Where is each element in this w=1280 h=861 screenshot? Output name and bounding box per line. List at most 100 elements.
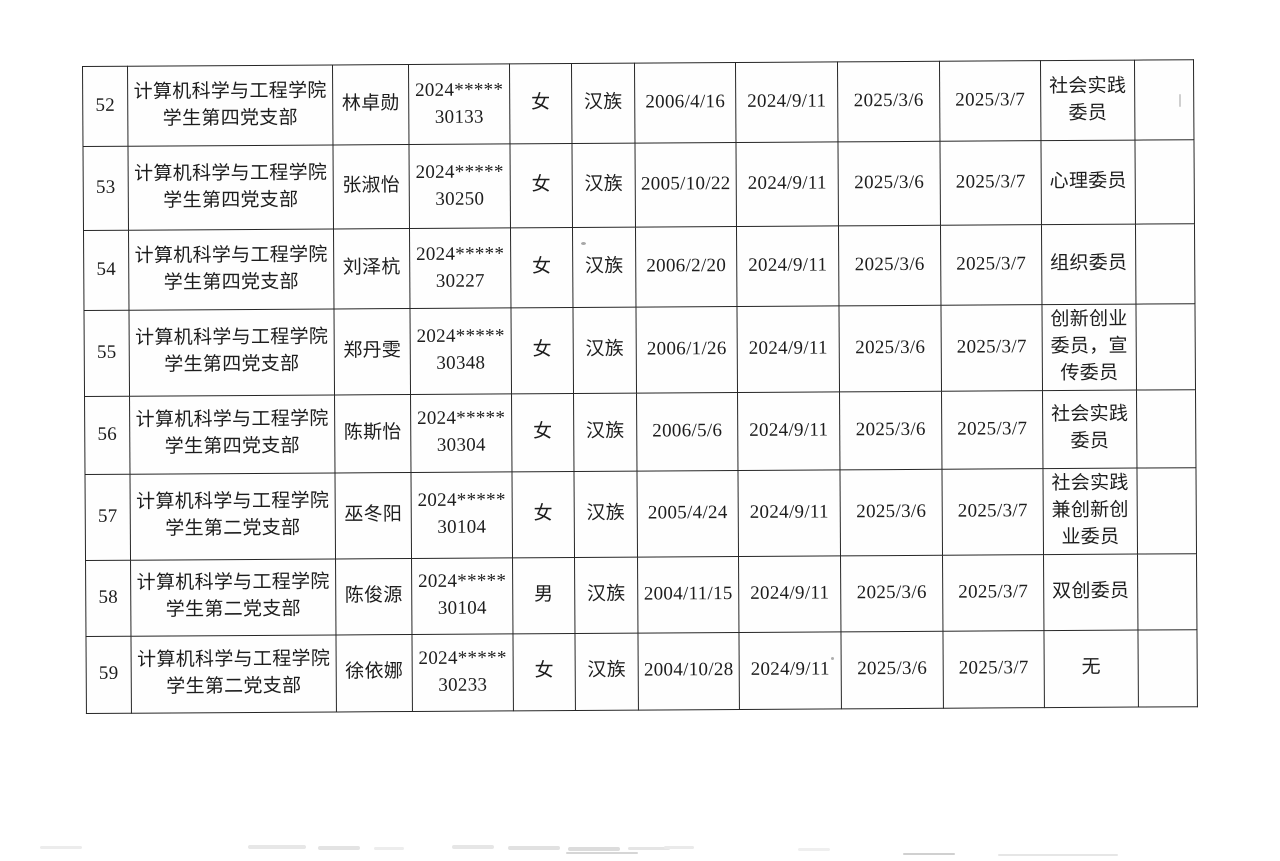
cell-ethnicity: 汉族	[571, 63, 635, 144]
cell-ethnicity: 汉族	[572, 307, 637, 394]
cell-gender: 女	[509, 63, 572, 144]
cell-party-branch: 计算机科学与工程学院学生第二党支部	[129, 472, 336, 561]
cell-blank	[1136, 467, 1197, 554]
cell-birth-date: 2006/1/26	[635, 306, 738, 394]
cell-blank	[1135, 303, 1196, 390]
cell-blank	[1135, 223, 1195, 305]
cell-ethnicity: 汉族	[573, 471, 638, 558]
cell-row-number: 59	[85, 636, 132, 714]
cell-date-3: 2025/3/7	[941, 468, 1044, 556]
cell-date-1: 2024/9/11	[735, 61, 838, 143]
cell-party-branch: 计算机科学与工程学院学生第二党支部	[130, 558, 336, 637]
cell-birth-date: 2004/11/15	[637, 556, 739, 633]
cell-id-number: 2024*****30233	[411, 633, 514, 712]
cell-date-3: 2025/3/7	[941, 390, 1043, 470]
cell-blank	[1137, 553, 1197, 630]
cell-gender: 女	[511, 393, 574, 472]
cell-member-name: 徐依娜	[335, 634, 413, 712]
cell-ethnicity: 汉族	[573, 393, 637, 472]
cell-id-number: 2024*****30348	[409, 307, 512, 395]
cell-gender: 男	[512, 557, 575, 634]
cell-blank	[1137, 629, 1198, 707]
table-row: 57 计算机科学与工程学院学生第二党支部 巫冬阳 2024*****30104 …	[84, 467, 1197, 561]
cell-party-branch: 计算机科学与工程学院学生第二党支部	[130, 634, 337, 714]
cell-id-number: 2024*****30304	[410, 393, 512, 473]
cell-date-1: 2024/9/11	[737, 391, 840, 471]
cell-party-branch: 计算机科学与工程学院学生第四党支部	[129, 394, 335, 475]
table-row: 53 计算机科学与工程学院学生第四党支部 张淑怡 2024*****30250 …	[82, 139, 1195, 231]
scan-smudge	[998, 854, 1118, 856]
scan-smudge	[566, 852, 638, 854]
cell-birth-date: 2005/4/24	[636, 470, 739, 557]
cell-date-1: 2024/9/11	[738, 631, 842, 710]
table-row: 54 计算机科学与工程学院学生第四党支部 刘泽杭 2024*****30227 …	[83, 223, 1195, 311]
scanned-table-region: 52 计算机科学与工程学院学生第四党支部 林卓勋 2024*****30133 …	[82, 59, 1198, 714]
cell-date-2: 2025/3/6	[840, 555, 943, 632]
cell-row-number: 56	[84, 396, 130, 475]
cell-row-number: 52	[82, 66, 128, 147]
cell-party-branch: 计算机科学与工程学院学生第四党支部	[127, 144, 334, 231]
scan-smudge	[903, 853, 955, 855]
cell-row-number: 55	[83, 310, 130, 397]
cell-birth-date: 2004/10/28	[637, 632, 740, 710]
cell-blank	[1136, 389, 1196, 468]
scan-smudge	[664, 846, 694, 849]
cell-id-number: 2024*****30227	[409, 227, 511, 309]
cell-date-3: 2025/3/7	[942, 554, 1044, 632]
cell-date-2: 2025/3/6	[837, 61, 940, 142]
cell-date-1: 2024/9/11	[736, 305, 840, 393]
cell-date-1: 2024/9/11	[737, 469, 841, 557]
scan-smudge	[318, 846, 360, 850]
scan-smudge	[798, 848, 830, 851]
cell-date-2: 2025/3/6	[837, 141, 941, 226]
cell-position: 社会实践委员	[1042, 389, 1137, 469]
cell-date-3: 2025/3/7	[939, 60, 1041, 142]
cell-member-name: 张淑怡	[332, 144, 410, 229]
scan-smudge	[628, 847, 670, 850]
cell-position: 社会实践兼创新创业委员	[1042, 467, 1138, 555]
cell-date-1: 2024/9/11	[736, 225, 839, 307]
cell-birth-date: 2006/4/16	[634, 62, 736, 144]
table-row: 52 计算机科学与工程学院学生第四党支部 林卓勋 2024*****30133 …	[82, 59, 1194, 147]
table-row: 58 计算机科学与工程学院学生第二党支部 陈俊源 2024*****30104 …	[85, 553, 1197, 637]
cell-date-3: 2025/3/7	[939, 140, 1042, 226]
scan-smudge	[374, 847, 404, 850]
cell-date-1: 2024/9/11	[735, 141, 839, 227]
scan-smudge	[40, 846, 82, 849]
cell-party-branch: 计算机科学与工程学院学生第四党支部	[128, 228, 334, 311]
cell-id-number: 2024*****30133	[408, 63, 510, 145]
cell-date-2: 2025/3/6	[838, 225, 941, 306]
cell-gender: 女	[512, 633, 576, 711]
cell-member-name: 林卓勋	[332, 64, 409, 145]
cell-member-name: 郑丹雯	[333, 308, 411, 395]
cell-date-3: 2025/3/7	[942, 630, 1045, 709]
cell-member-name: 陈俊源	[335, 558, 412, 635]
cell-id-number: 2024*****30250	[408, 143, 511, 229]
cell-position: 组织委员	[1041, 224, 1136, 305]
cell-birth-date: 2005/10/22	[634, 142, 737, 228]
cell-position: 心理委员	[1040, 140, 1136, 225]
table-row: 55 计算机科学与工程学院学生第四党支部 郑丹雯 2024*****30348 …	[83, 303, 1196, 397]
cell-row-number: 54	[83, 230, 129, 311]
scan-smudge	[508, 846, 560, 850]
cell-member-name: 刘泽杭	[333, 228, 410, 309]
cell-party-branch: 计算机科学与工程学院学生第四党支部	[127, 64, 333, 147]
cell-member-name: 巫冬阳	[334, 472, 412, 559]
cell-date-2: 2025/3/6	[840, 631, 944, 709]
cell-date-3: 2025/3/7	[940, 304, 1043, 392]
cell-date-2: 2025/3/6	[838, 305, 942, 392]
cell-blank	[1134, 139, 1195, 225]
cell-blank	[1134, 59, 1194, 141]
cell-position: 创新创业委员，宣传委员	[1041, 304, 1137, 391]
cell-row-number: 58	[85, 560, 131, 637]
cell-position: 无	[1043, 629, 1139, 708]
cell-row-number: 57	[84, 474, 131, 561]
cell-date-3: 2025/3/7	[940, 224, 1042, 306]
cell-id-number: 2024*****30104	[410, 471, 513, 559]
cell-ethnicity: 汉族	[574, 556, 638, 634]
cell-birth-date: 2006/5/6	[636, 392, 738, 472]
cell-ethnicity: 汉族	[571, 143, 636, 228]
scan-smudge	[248, 845, 306, 849]
cell-gender: 女	[510, 227, 573, 308]
